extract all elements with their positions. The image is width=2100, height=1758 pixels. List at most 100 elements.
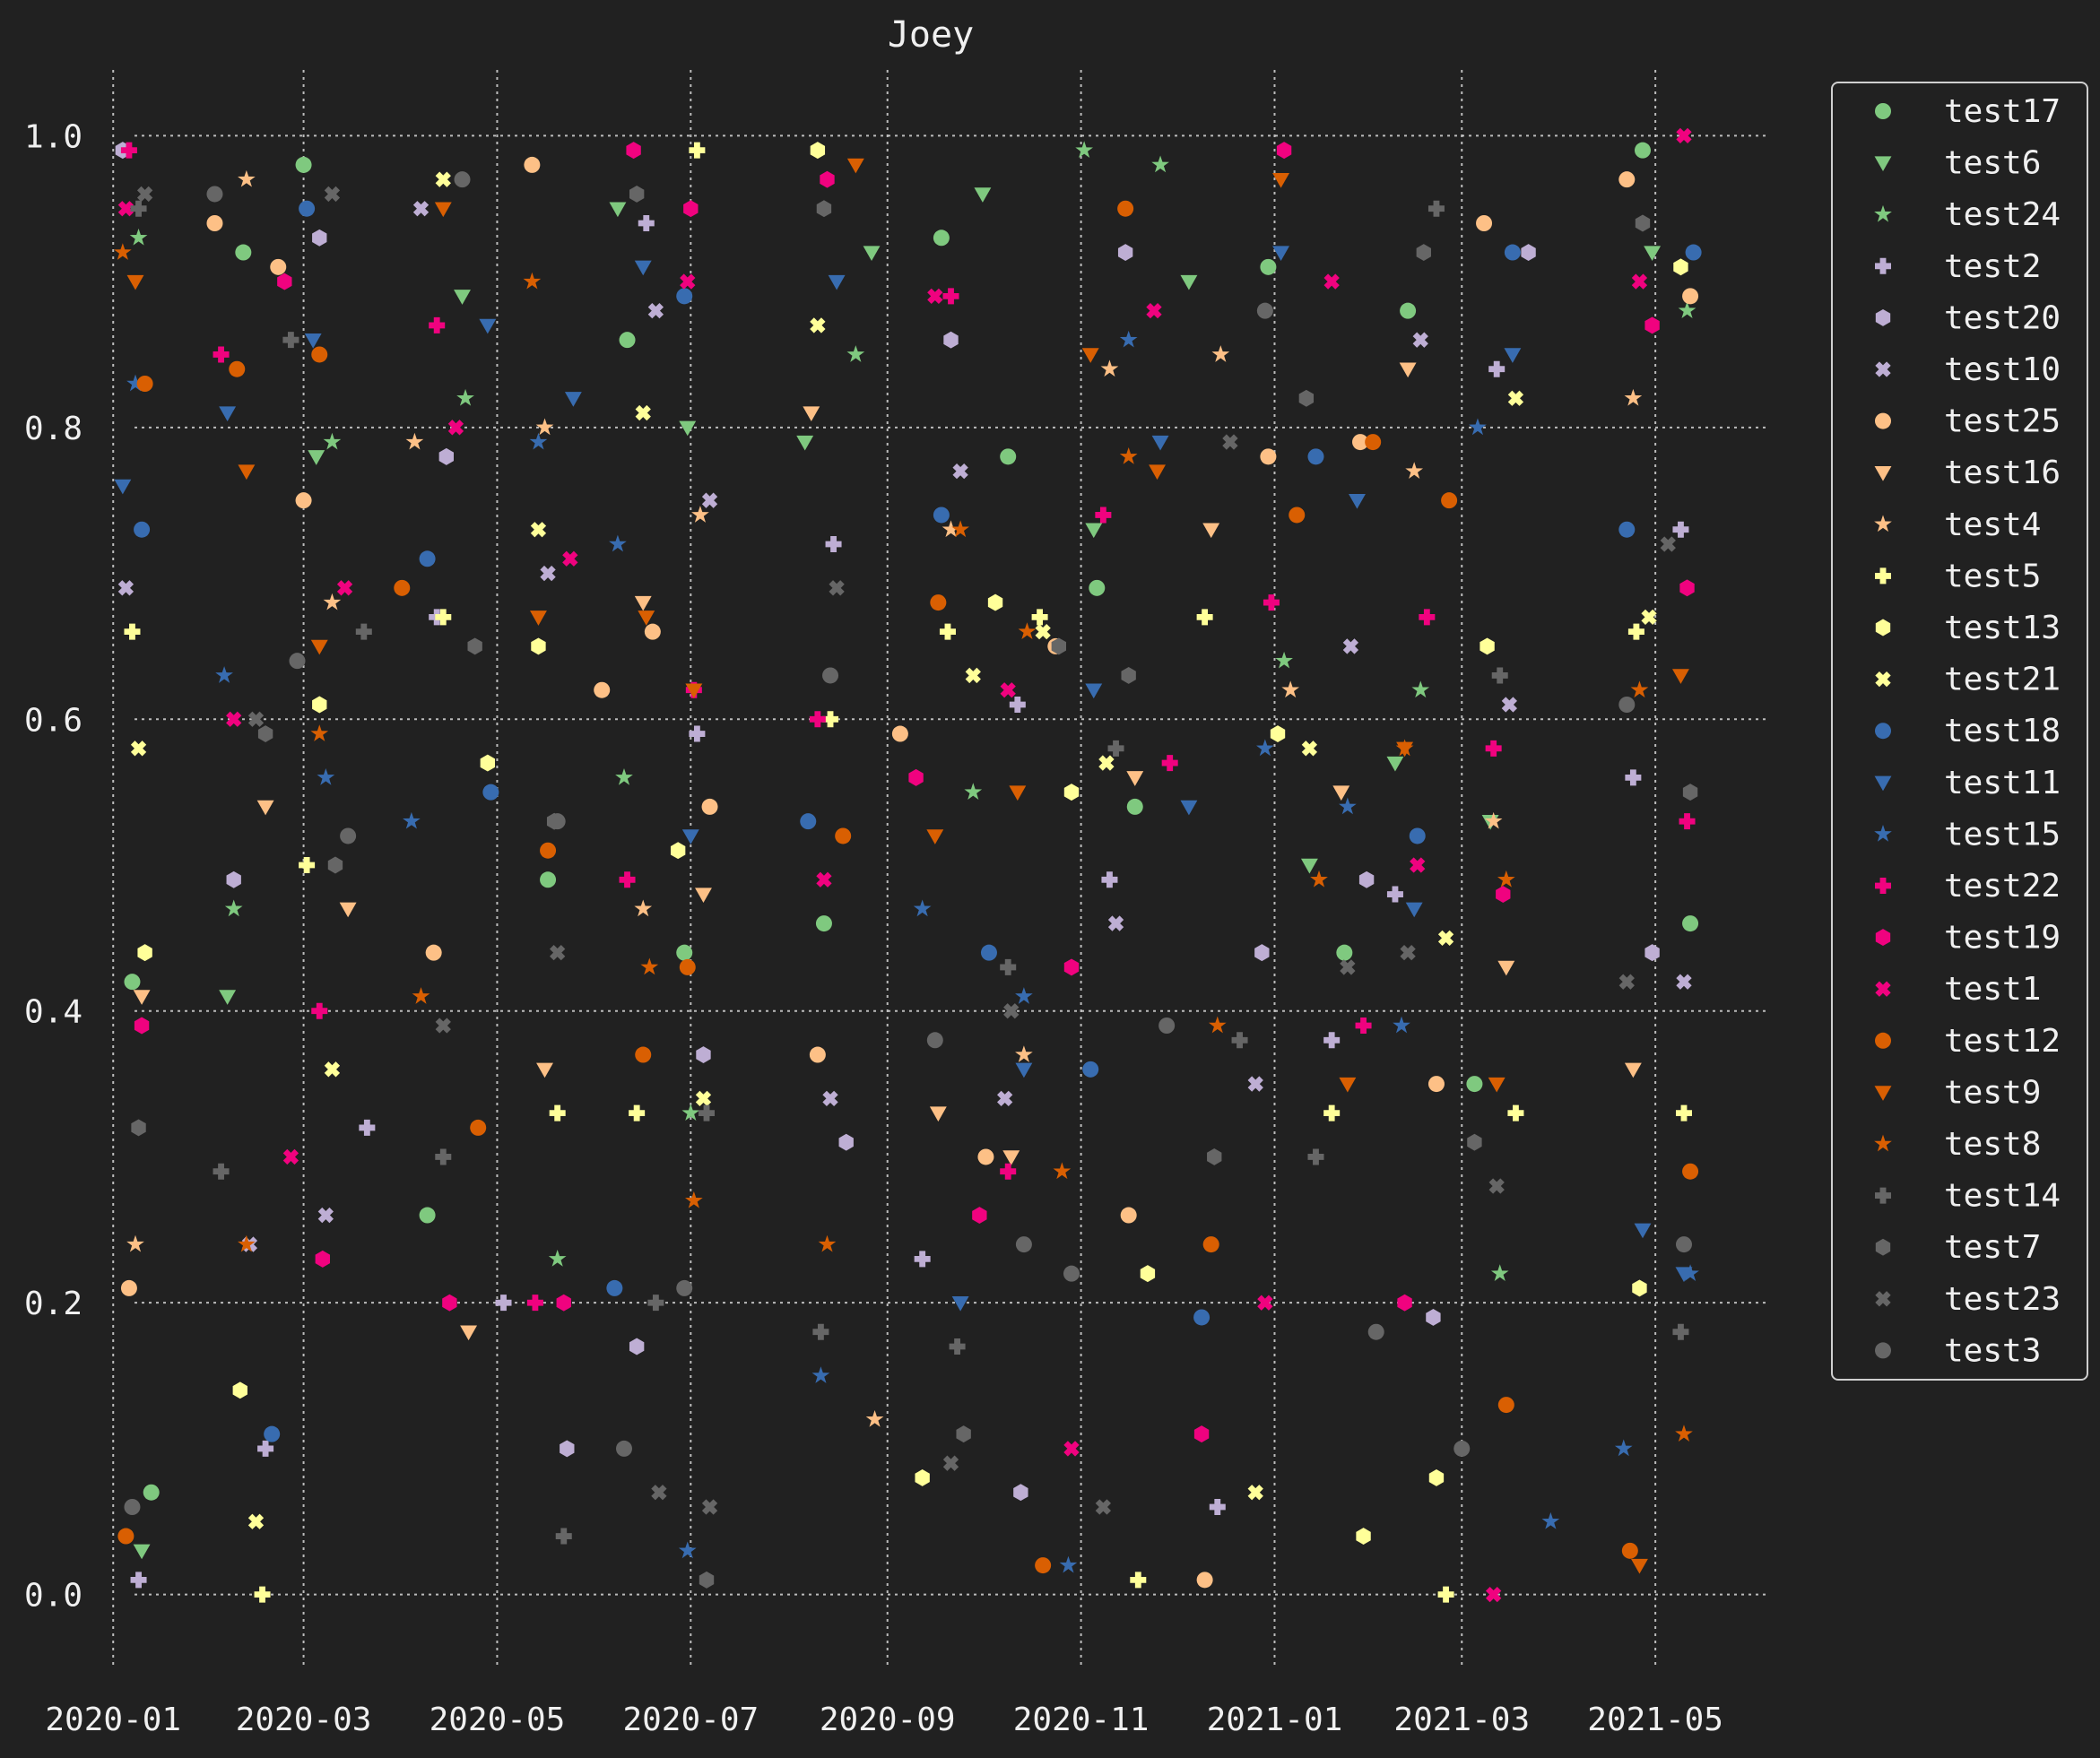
test4-point (1405, 462, 1424, 480)
test6-point (1300, 858, 1318, 874)
x-tick-label: 2020-01 (45, 1702, 181, 1738)
test20-point (943, 331, 959, 349)
test3-point (926, 1032, 943, 1049)
legend-marker-test21 (1875, 671, 1891, 688)
test11-point (1151, 435, 1169, 451)
test23-point (701, 1499, 718, 1515)
test11-point (681, 829, 699, 844)
test12-point (835, 827, 852, 844)
test25-point (1196, 1572, 1213, 1589)
legend-marker-test3 (1875, 1342, 1891, 1359)
test1-point (336, 580, 353, 596)
test25-point (891, 725, 908, 742)
test18-point (419, 550, 436, 567)
legend-label-test23: test23 (1944, 1281, 2061, 1318)
test15-point (1119, 330, 1138, 348)
test21-point (247, 1513, 265, 1529)
test3-point (1675, 1236, 1692, 1253)
test17-point (124, 974, 141, 991)
test23-point (136, 186, 153, 203)
test20-point (1521, 244, 1536, 261)
test2-point (689, 725, 706, 742)
test9-point (434, 202, 452, 218)
test6-point (1386, 756, 1404, 772)
test21-point-shape (130, 740, 147, 757)
legend-label-test19: test19 (1944, 920, 2061, 957)
test1-point-shape (562, 550, 578, 567)
test9-point (1339, 1077, 1357, 1093)
test1-point-shape (336, 580, 353, 596)
test16-point (1624, 1062, 1642, 1078)
test22-point (1161, 755, 1178, 772)
test17-point (1682, 915, 1699, 932)
test10-point (117, 580, 135, 596)
test10-point-shape (1342, 638, 1359, 654)
test1-point (1410, 857, 1426, 873)
test8-point (1053, 1162, 1072, 1180)
legend-marker-test19 (1875, 929, 1891, 947)
test19-point (442, 1294, 457, 1312)
test22-point (1419, 609, 1436, 626)
test25-point (425, 944, 442, 961)
test15-point (1256, 739, 1274, 757)
test20-point (226, 870, 241, 888)
test5-point (1130, 1572, 1147, 1589)
test25-point (524, 156, 541, 173)
test10-point-shape (822, 1090, 838, 1107)
test15-point (317, 768, 335, 785)
legend-marker-test6 (1874, 156, 1892, 172)
test20-point (1644, 944, 1660, 962)
test7-point (1467, 1133, 1482, 1151)
test24-point (548, 1250, 567, 1267)
test1-point-shape (1146, 302, 1162, 319)
test4-point (1624, 388, 1643, 406)
test25-point (1682, 288, 1699, 305)
test18-point (1618, 521, 1636, 538)
test21-point-shape (810, 317, 826, 333)
test16-point (1497, 960, 1515, 976)
legend: test17 test6 test24 test2 test20 test10 test25… (1831, 82, 2088, 1381)
test14-point (1000, 958, 1017, 975)
test25-point (1352, 434, 1369, 451)
test9-point (1630, 1558, 1648, 1574)
test4-point (942, 520, 960, 538)
test5-point (435, 609, 452, 626)
test18-point (1307, 448, 1324, 465)
test23-point (942, 1455, 959, 1471)
test11-point (1272, 246, 1289, 261)
legend-label-test1: test1 (1944, 971, 2041, 1008)
y-tick-label: 1.0 (24, 118, 82, 155)
legend-label-test24: test24 (1944, 196, 2061, 233)
test17-point (1000, 448, 1017, 465)
test14-point (1672, 1323, 1689, 1340)
test22-point (1095, 507, 1112, 524)
test8-point (640, 957, 659, 975)
test15-point (529, 432, 548, 450)
test23-point-shape (1400, 944, 1416, 961)
test23-point (829, 580, 845, 596)
legend-label-test10: test10 (1944, 351, 2061, 388)
test22-point (1355, 1018, 1372, 1034)
legend-marker-test23 (1875, 1291, 1891, 1307)
test12-point (311, 346, 328, 363)
test1-point-shape (1323, 273, 1340, 290)
test16-point (695, 888, 712, 903)
test25-point (701, 798, 718, 815)
test6-point (1644, 246, 1662, 261)
test18-point (676, 288, 693, 305)
test12-point (930, 594, 947, 611)
test3-point (1015, 1236, 1032, 1253)
test10-point (701, 492, 718, 508)
test6-point (1085, 523, 1103, 539)
test10-point (1676, 974, 1692, 990)
test25-point (1618, 171, 1636, 188)
test23-point-shape (435, 1018, 451, 1034)
test4-point (405, 432, 424, 450)
x-tick-label: 2021-03 (1393, 1702, 1530, 1738)
test13-point (670, 842, 686, 860)
test3-point (1454, 1440, 1471, 1457)
test5-point (629, 1104, 646, 1121)
test22-point (809, 711, 826, 728)
test5-point (1675, 1104, 1692, 1121)
test9-point (1671, 669, 1689, 684)
